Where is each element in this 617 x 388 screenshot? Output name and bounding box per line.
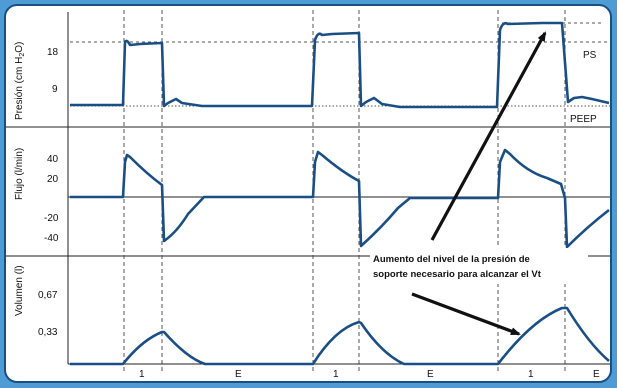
ventilator-waveform-figure: 18 9 40 20 -20 -40 0,67 0,33 Presión (cm… (4, 4, 612, 383)
flow-tick-20: 20 (47, 174, 59, 185)
annotation-line-1: Aumento del nivel de la presión de (373, 254, 530, 265)
volume-curve (70, 306, 610, 366)
pressure-tick-9: 9 (52, 84, 58, 95)
pressure-tick-18: 18 (47, 47, 59, 58)
flow-tick-40: 40 (47, 154, 59, 165)
flow-tick-minus-40: -40 (44, 233, 59, 244)
volume-axis-title: Volumen (l) (14, 265, 25, 316)
phase-label-expiration: E (593, 369, 600, 380)
phase-label-inspiration: 1 (139, 369, 145, 380)
volume-tick-0-67: 0,67 (38, 290, 58, 301)
annotation-backdrop (370, 248, 588, 284)
flow-axis-title: Flujo (l/min) (14, 148, 25, 200)
volume-tick-0-33: 0,33 (38, 327, 58, 338)
phase-label-expiration: E (235, 369, 242, 380)
pressure-curve (70, 21, 610, 109)
peep-label: PEEP (570, 114, 597, 125)
phase-label-inspiration: 1 (528, 369, 534, 380)
flow-curve (70, 148, 610, 249)
ps-label: PS (583, 50, 597, 61)
phase-label-expiration: E (427, 369, 434, 380)
waveform-diagram: 18 9 40 20 -20 -40 0,67 0,33 Presión (cm… (6, 10, 610, 380)
arrow-to-volume (411, 292, 521, 336)
phase-label-inspiration: 1 (333, 369, 339, 380)
annotation-line-2: soporte necesario para alcanzar el Vt (373, 269, 542, 280)
flow-tick-minus-20: -20 (44, 213, 59, 224)
pressure-axis-title: Presión (cm H2O) (14, 42, 26, 120)
arrow-to-pressure (430, 31, 547, 241)
